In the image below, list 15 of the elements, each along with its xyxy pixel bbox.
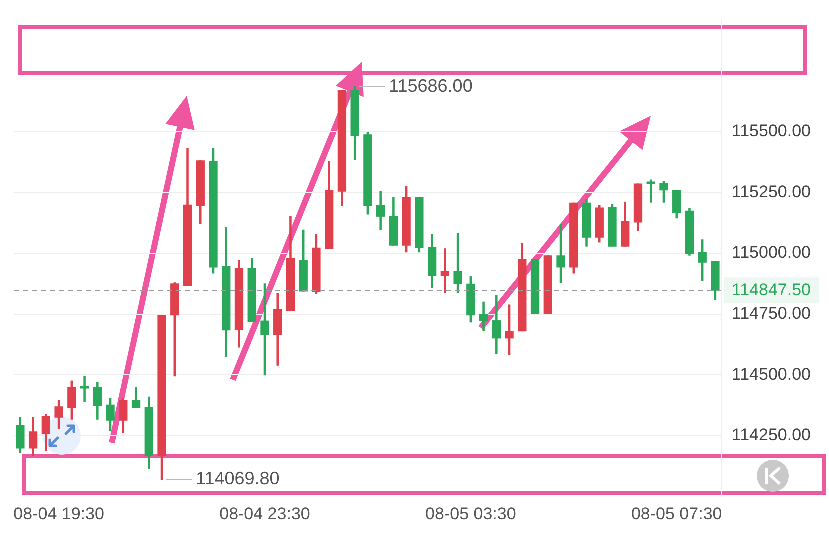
y-tick-label: 115250.00 <box>732 182 812 202</box>
x-tick-label: 08-05 07:30 <box>631 504 722 524</box>
x-tick-label: 08-05 03:30 <box>426 504 516 524</box>
y-tick-label: 115500.00 <box>732 122 812 141</box>
y-tick-label: 114500.00 <box>732 364 812 384</box>
x-tick-label: 08-04 19:30 <box>14 504 104 524</box>
x-tick-label: 08-04 23:30 <box>220 504 310 524</box>
candlestick <box>440 248 450 293</box>
annotation: 115686.00 <box>389 76 473 96</box>
ref-line-label: 114847.50 <box>732 280 812 300</box>
y-tick-label: 114250.00 <box>732 426 812 445</box>
y-tick-label: 114750.00 <box>732 304 812 323</box>
y-tick-label: 115000.00 <box>732 243 812 262</box>
candlestick <box>80 376 90 402</box>
annotation: 114069.80 <box>196 468 280 489</box>
